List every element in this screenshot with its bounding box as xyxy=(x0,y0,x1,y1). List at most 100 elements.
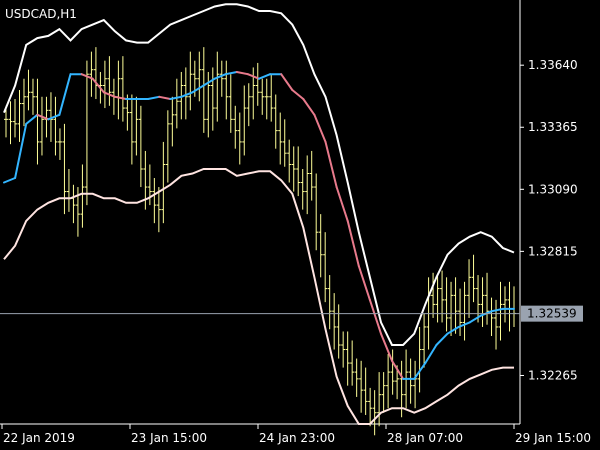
middle-band-segment xyxy=(36,113,50,121)
price-bar xyxy=(449,281,454,336)
price-bar xyxy=(489,297,494,336)
chart-title: USDCAD,H1 xyxy=(5,7,77,21)
price-bar xyxy=(453,277,458,334)
price-bar xyxy=(188,51,193,111)
price-bar xyxy=(273,94,278,149)
middle-band-segment xyxy=(368,298,382,335)
y-tick-label: 1.32265 xyxy=(528,368,578,382)
price-bar xyxy=(332,293,337,350)
price-bar xyxy=(480,277,485,327)
lower-band-line xyxy=(3,168,514,425)
middle-band-segment xyxy=(158,95,172,100)
price-bar xyxy=(84,60,89,206)
middle-band-segment xyxy=(468,314,482,324)
price-bar xyxy=(309,150,314,201)
price-bar xyxy=(219,60,224,97)
price-bar xyxy=(363,367,368,415)
middle-band-segment xyxy=(335,186,349,222)
price-bar xyxy=(21,78,26,127)
price-bar xyxy=(48,92,53,142)
middle-band-segment xyxy=(246,73,260,80)
price-bar xyxy=(503,286,508,323)
middle-band-segment xyxy=(235,71,249,76)
price-bar xyxy=(471,254,476,303)
price-bar xyxy=(305,155,310,215)
price-bar xyxy=(174,78,179,129)
price-bar xyxy=(26,69,31,111)
price-bar xyxy=(120,56,125,122)
price-bar xyxy=(201,47,206,133)
middle-band-segment xyxy=(457,321,471,328)
price-bar xyxy=(170,96,175,147)
price-bar xyxy=(323,232,328,303)
middle-band-segment xyxy=(357,265,371,301)
price-bar xyxy=(336,304,341,359)
middle-band-segment xyxy=(47,113,61,121)
price-bar xyxy=(264,78,269,120)
price-bar xyxy=(431,272,436,318)
price-bar xyxy=(12,99,17,138)
price-bar xyxy=(476,275,481,323)
price-bar xyxy=(260,78,265,115)
price-bar xyxy=(237,112,242,165)
price-bar xyxy=(35,78,40,165)
price-bar xyxy=(485,272,490,325)
price-bar xyxy=(368,387,373,427)
x-tick-label: 29 Jan 15:00 xyxy=(515,431,591,445)
price-bar xyxy=(39,96,44,156)
price-bar xyxy=(296,146,301,197)
price-bar xyxy=(494,299,499,350)
price-bar xyxy=(444,277,449,332)
price-bar xyxy=(498,281,503,341)
price-bar xyxy=(179,71,184,120)
x-tick-label: 24 Jan 23:00 xyxy=(259,431,335,445)
price-bar xyxy=(381,372,386,413)
price-bar xyxy=(152,178,157,224)
middle-band-segment xyxy=(102,91,116,98)
price-bar xyxy=(458,288,463,336)
price-bar xyxy=(138,105,143,188)
price-bar xyxy=(57,128,62,160)
middle-band-segment xyxy=(14,122,28,179)
price-bar xyxy=(156,187,161,233)
price-bar xyxy=(390,349,395,395)
price-bar xyxy=(17,90,22,142)
price-bar xyxy=(278,112,283,165)
middle-band-segment xyxy=(391,359,405,380)
current-price-label: 1.32539 xyxy=(527,307,577,321)
price-bar xyxy=(62,123,67,215)
price-bar xyxy=(282,119,287,167)
price-bar xyxy=(467,259,472,318)
price-bar xyxy=(318,214,323,278)
price-bar xyxy=(372,390,377,436)
middle-band-segment xyxy=(291,89,305,100)
price-bar xyxy=(224,60,229,120)
middle-band-segment xyxy=(346,219,360,267)
price-bar xyxy=(30,78,35,115)
price-bar xyxy=(8,101,13,145)
price-bar xyxy=(435,275,440,323)
price-bar xyxy=(413,360,418,409)
middle-band-segment xyxy=(191,84,205,94)
price-bar xyxy=(228,74,233,133)
price-bar xyxy=(66,168,71,212)
middle-band-segment xyxy=(413,362,427,380)
middle-band-segment xyxy=(380,332,393,362)
price-bar xyxy=(291,146,296,192)
upper-band-line xyxy=(3,3,515,346)
middle-band-segment xyxy=(446,326,460,335)
price-bar xyxy=(462,281,467,341)
price-bar xyxy=(165,110,170,183)
price-bar xyxy=(161,141,166,224)
middle-band-segment xyxy=(25,113,39,125)
middle-band-segment xyxy=(490,307,504,313)
x-tick-label: 23 Jan 15:00 xyxy=(131,431,207,445)
x-tick-label: 28 Jan 07:00 xyxy=(387,431,463,445)
price-bar xyxy=(233,105,238,149)
middle-band-segment xyxy=(213,73,227,80)
middle-band-segment xyxy=(147,95,161,100)
price-bar xyxy=(89,51,94,97)
price-bar xyxy=(125,94,130,131)
y-tick-label: 1.33640 xyxy=(528,58,578,72)
